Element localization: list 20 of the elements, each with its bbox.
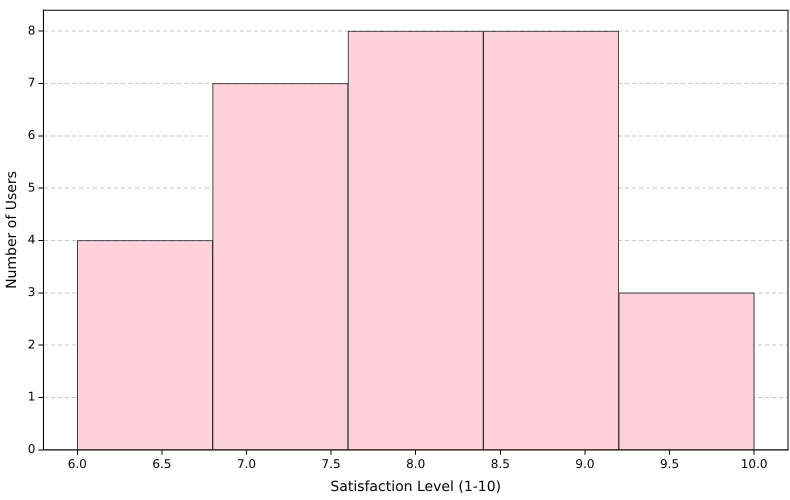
y-tick-label: 7: [28, 76, 36, 90]
x-tick-label: 6.5: [152, 457, 172, 472]
x-tick-label: 8.5: [490, 457, 510, 472]
x-tick-label: 8.0: [406, 457, 426, 472]
y-tick-label: 2: [28, 337, 36, 352]
y-tick-label: 1: [28, 390, 36, 404]
x-tick-label: 6.0: [68, 457, 87, 472]
x-tick-label: 7.0: [236, 457, 256, 472]
x-axis-title: Satisfaction Level (1-10): [330, 479, 502, 496]
y-tick-label: 0: [28, 442, 36, 456]
y-axis-title: Number of Users: [4, 171, 20, 289]
y-tick-label: 5: [28, 180, 36, 194]
x-tick-label: 9.5: [660, 457, 680, 472]
y-tick-label: 6: [28, 128, 36, 142]
y-tick-label: 8: [28, 23, 36, 38]
x-tick-label: 9.0: [575, 457, 594, 472]
y-tick-label: 4: [28, 232, 36, 247]
x-tick-label: 7.5: [322, 457, 341, 472]
y-tick-label: 3: [28, 284, 36, 299]
x-tick-label: 10.0: [740, 457, 768, 472]
